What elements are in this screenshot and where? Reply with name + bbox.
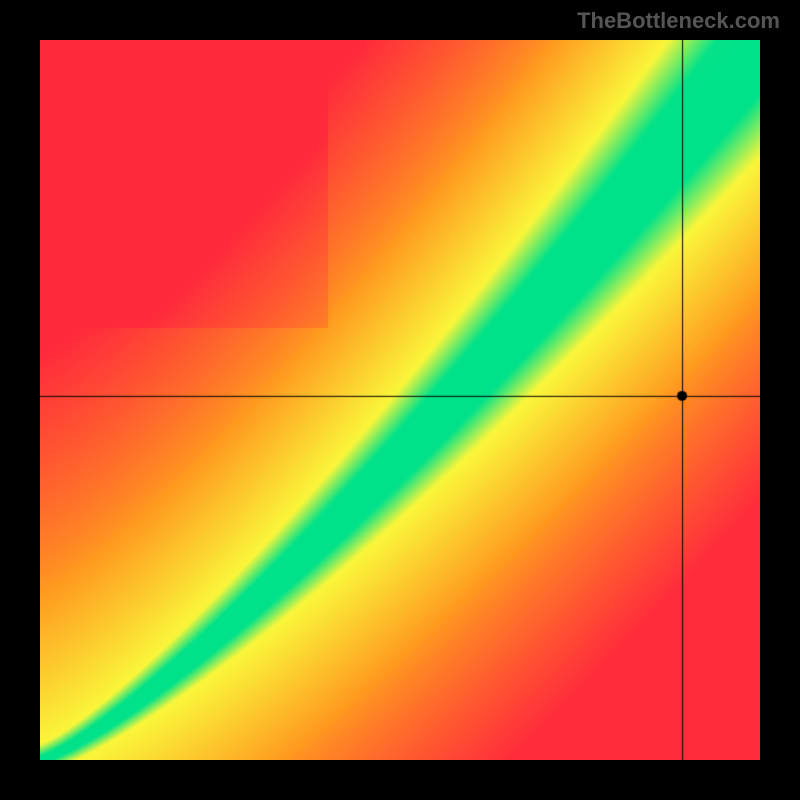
watermark-text: TheBottleneck.com	[577, 8, 780, 34]
heatmap-plot	[40, 40, 760, 760]
heatmap-canvas	[40, 40, 760, 760]
